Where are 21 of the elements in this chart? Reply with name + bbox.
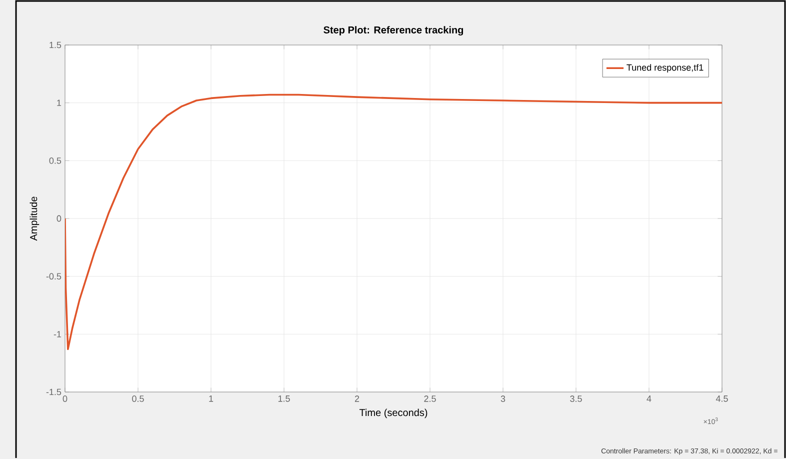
x-tick-label: 1.5 xyxy=(278,396,290,402)
chart-title: Step Plot: Reference tracking xyxy=(324,26,464,36)
x-axis-title: Time (seconds) xyxy=(359,408,428,418)
x-tick-label: 2.5 xyxy=(424,396,436,402)
x-tick-label: 4.5 xyxy=(716,396,728,402)
x-tick-label: 3.5 xyxy=(570,396,582,402)
y-tick-label: -0.5 xyxy=(46,273,62,280)
y-tick-label: 0 xyxy=(56,215,62,222)
y-tick-label: 1 xyxy=(57,100,62,106)
x-tick-label: 2 xyxy=(354,396,360,402)
y-tick-label: -1 xyxy=(54,331,62,338)
y-tick-label: 1.5 xyxy=(50,42,62,48)
legend-label: Tuned response,tf1 xyxy=(626,64,704,72)
x-tick-label: 0 xyxy=(62,396,68,402)
x-tick-label: 3 xyxy=(500,396,506,402)
x-tick-label: 1 xyxy=(209,396,214,402)
y-tick-label: -1.5 xyxy=(46,388,62,396)
x-tick-label: 0.5 xyxy=(132,396,144,402)
x-tick-label: 4 xyxy=(646,396,652,402)
y-axis-title: Amplitude xyxy=(30,196,40,241)
y-tick-label: 0.5 xyxy=(49,157,62,164)
